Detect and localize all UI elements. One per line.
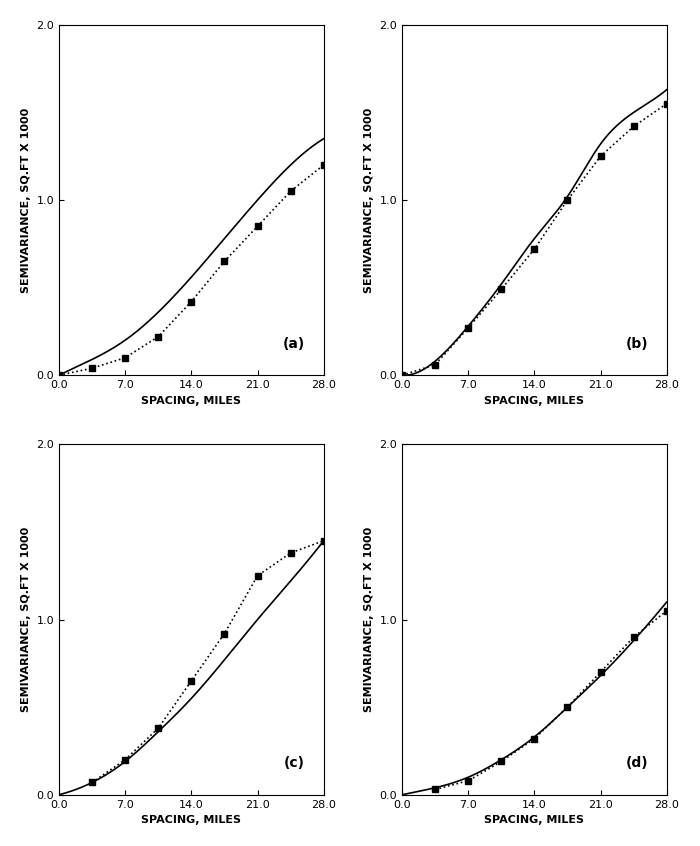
Y-axis label: SEMIVARIANCE, SQ.FT X 1000: SEMIVARIANCE, SQ.FT X 1000 <box>364 107 374 293</box>
Y-axis label: SEMIVARIANCE, SQ.FT X 1000: SEMIVARIANCE, SQ.FT X 1000 <box>21 107 31 293</box>
X-axis label: SPACING, MILES: SPACING, MILES <box>484 396 584 405</box>
Text: (c): (c) <box>284 756 305 770</box>
X-axis label: SPACING, MILES: SPACING, MILES <box>141 396 241 405</box>
Text: (a): (a) <box>283 337 305 351</box>
X-axis label: SPACING, MILES: SPACING, MILES <box>141 816 241 825</box>
X-axis label: SPACING, MILES: SPACING, MILES <box>484 816 584 825</box>
Y-axis label: SEMIVARIANCE, SQ.FT X 1000: SEMIVARIANCE, SQ.FT X 1000 <box>364 527 374 712</box>
Text: (b): (b) <box>626 337 648 351</box>
Text: (d): (d) <box>626 756 648 770</box>
Y-axis label: SEMIVARIANCE, SQ.FT X 1000: SEMIVARIANCE, SQ.FT X 1000 <box>21 527 31 712</box>
